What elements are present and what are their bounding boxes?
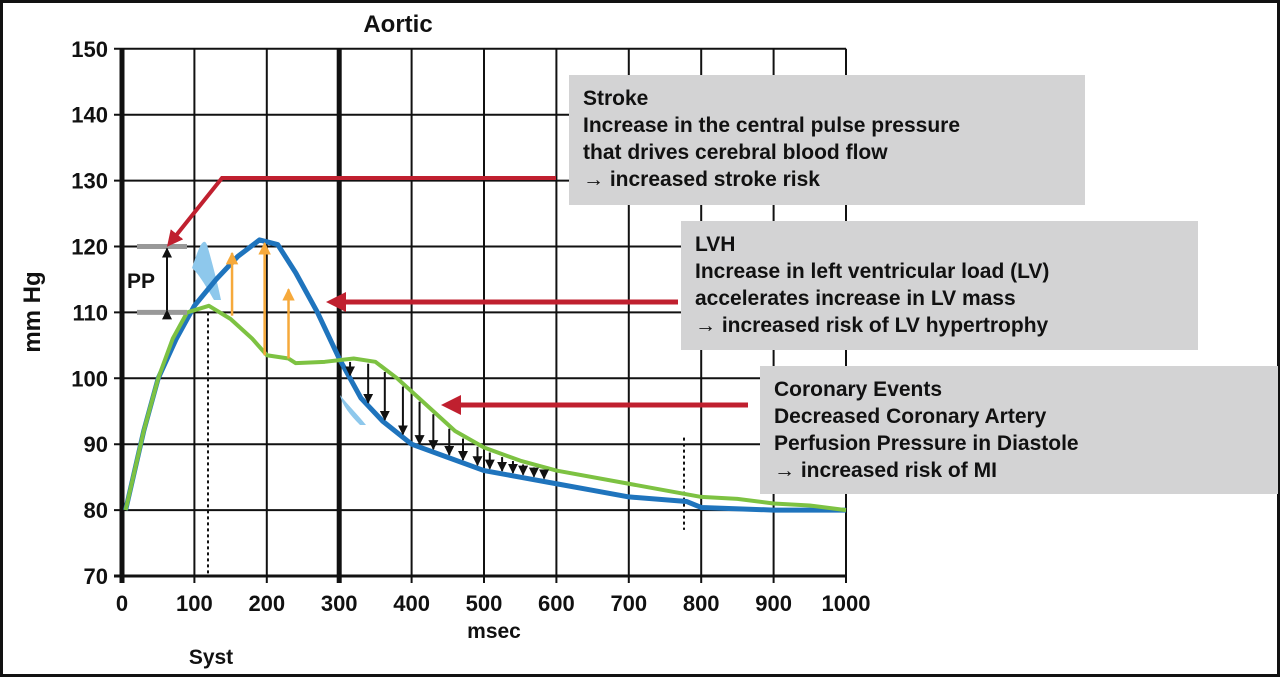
- x-tick-label: 100: [176, 591, 213, 616]
- annotation-line: → increased stroke risk: [583, 168, 820, 191]
- stroke-annotation: Stroke Increase in the central pulse pre…: [569, 75, 1085, 205]
- x-tick-label: 900: [755, 591, 792, 616]
- green-pressure-curve: [123, 303, 847, 513]
- lvh-annotation: LVH Increase in left ventricular load (L…: [681, 221, 1198, 350]
- stroke-pointer-arrow: [167, 176, 556, 247]
- annotation-line: LVH: [695, 233, 736, 256]
- y-tick-label: 90: [84, 432, 108, 457]
- y-tick-label: 130: [71, 169, 108, 194]
- x-tick-label: 0: [116, 591, 128, 616]
- syst-label: Syst: [189, 646, 233, 669]
- chart-title: Aortic: [363, 11, 432, 38]
- annotation-line: Increase in left ventricular load (LV): [695, 260, 1050, 283]
- coronary-annotation: Coronary Events Decreased Coronary Arter…: [760, 366, 1278, 494]
- y-tick-label: 110: [73, 300, 109, 325]
- x-tick-label: 200: [248, 591, 285, 616]
- x-tick-label: 400: [393, 591, 430, 616]
- annotation-line: that drives cerebral blood flow: [583, 141, 888, 164]
- reflected-wave-shape: [340, 395, 366, 425]
- annotation-line: Perfusion Pressure in Diastole: [774, 432, 1079, 455]
- y-tick-label: 100: [71, 366, 108, 391]
- y-tick-label: 150: [71, 37, 108, 62]
- annotation-line: Stroke: [583, 87, 649, 110]
- y-tick-label: 140: [71, 103, 108, 128]
- pp-label: PP: [127, 270, 155, 293]
- annotation-line: → increased risk of MI: [774, 459, 997, 482]
- annotation-line: Increase in the central pulse pressure: [583, 114, 960, 137]
- blue-pressure-curve: [123, 237, 846, 513]
- annotation-line: Decreased Coronary Artery: [774, 405, 1047, 428]
- x-tick-label: 300: [321, 591, 358, 616]
- x-tick-label: 600: [538, 591, 575, 616]
- x-tick-label: 800: [683, 591, 720, 616]
- y-tick-label: 80: [84, 498, 108, 523]
- y-tick-label: 70: [84, 564, 108, 589]
- y-tick-label: 120: [71, 235, 108, 260]
- x-tick-label: 700: [610, 591, 647, 616]
- annotation-line: Coronary Events: [774, 378, 943, 401]
- x-axis-label: msec: [467, 620, 521, 643]
- x-tick-label: 1000: [822, 591, 871, 616]
- annotation-line: → increased risk of LV hypertrophy: [695, 314, 1049, 337]
- y-axis-label: mm Hg: [19, 271, 46, 352]
- x-tick-label: 500: [466, 591, 503, 616]
- annotation-line: accelerates increase in LV mass: [695, 287, 1016, 310]
